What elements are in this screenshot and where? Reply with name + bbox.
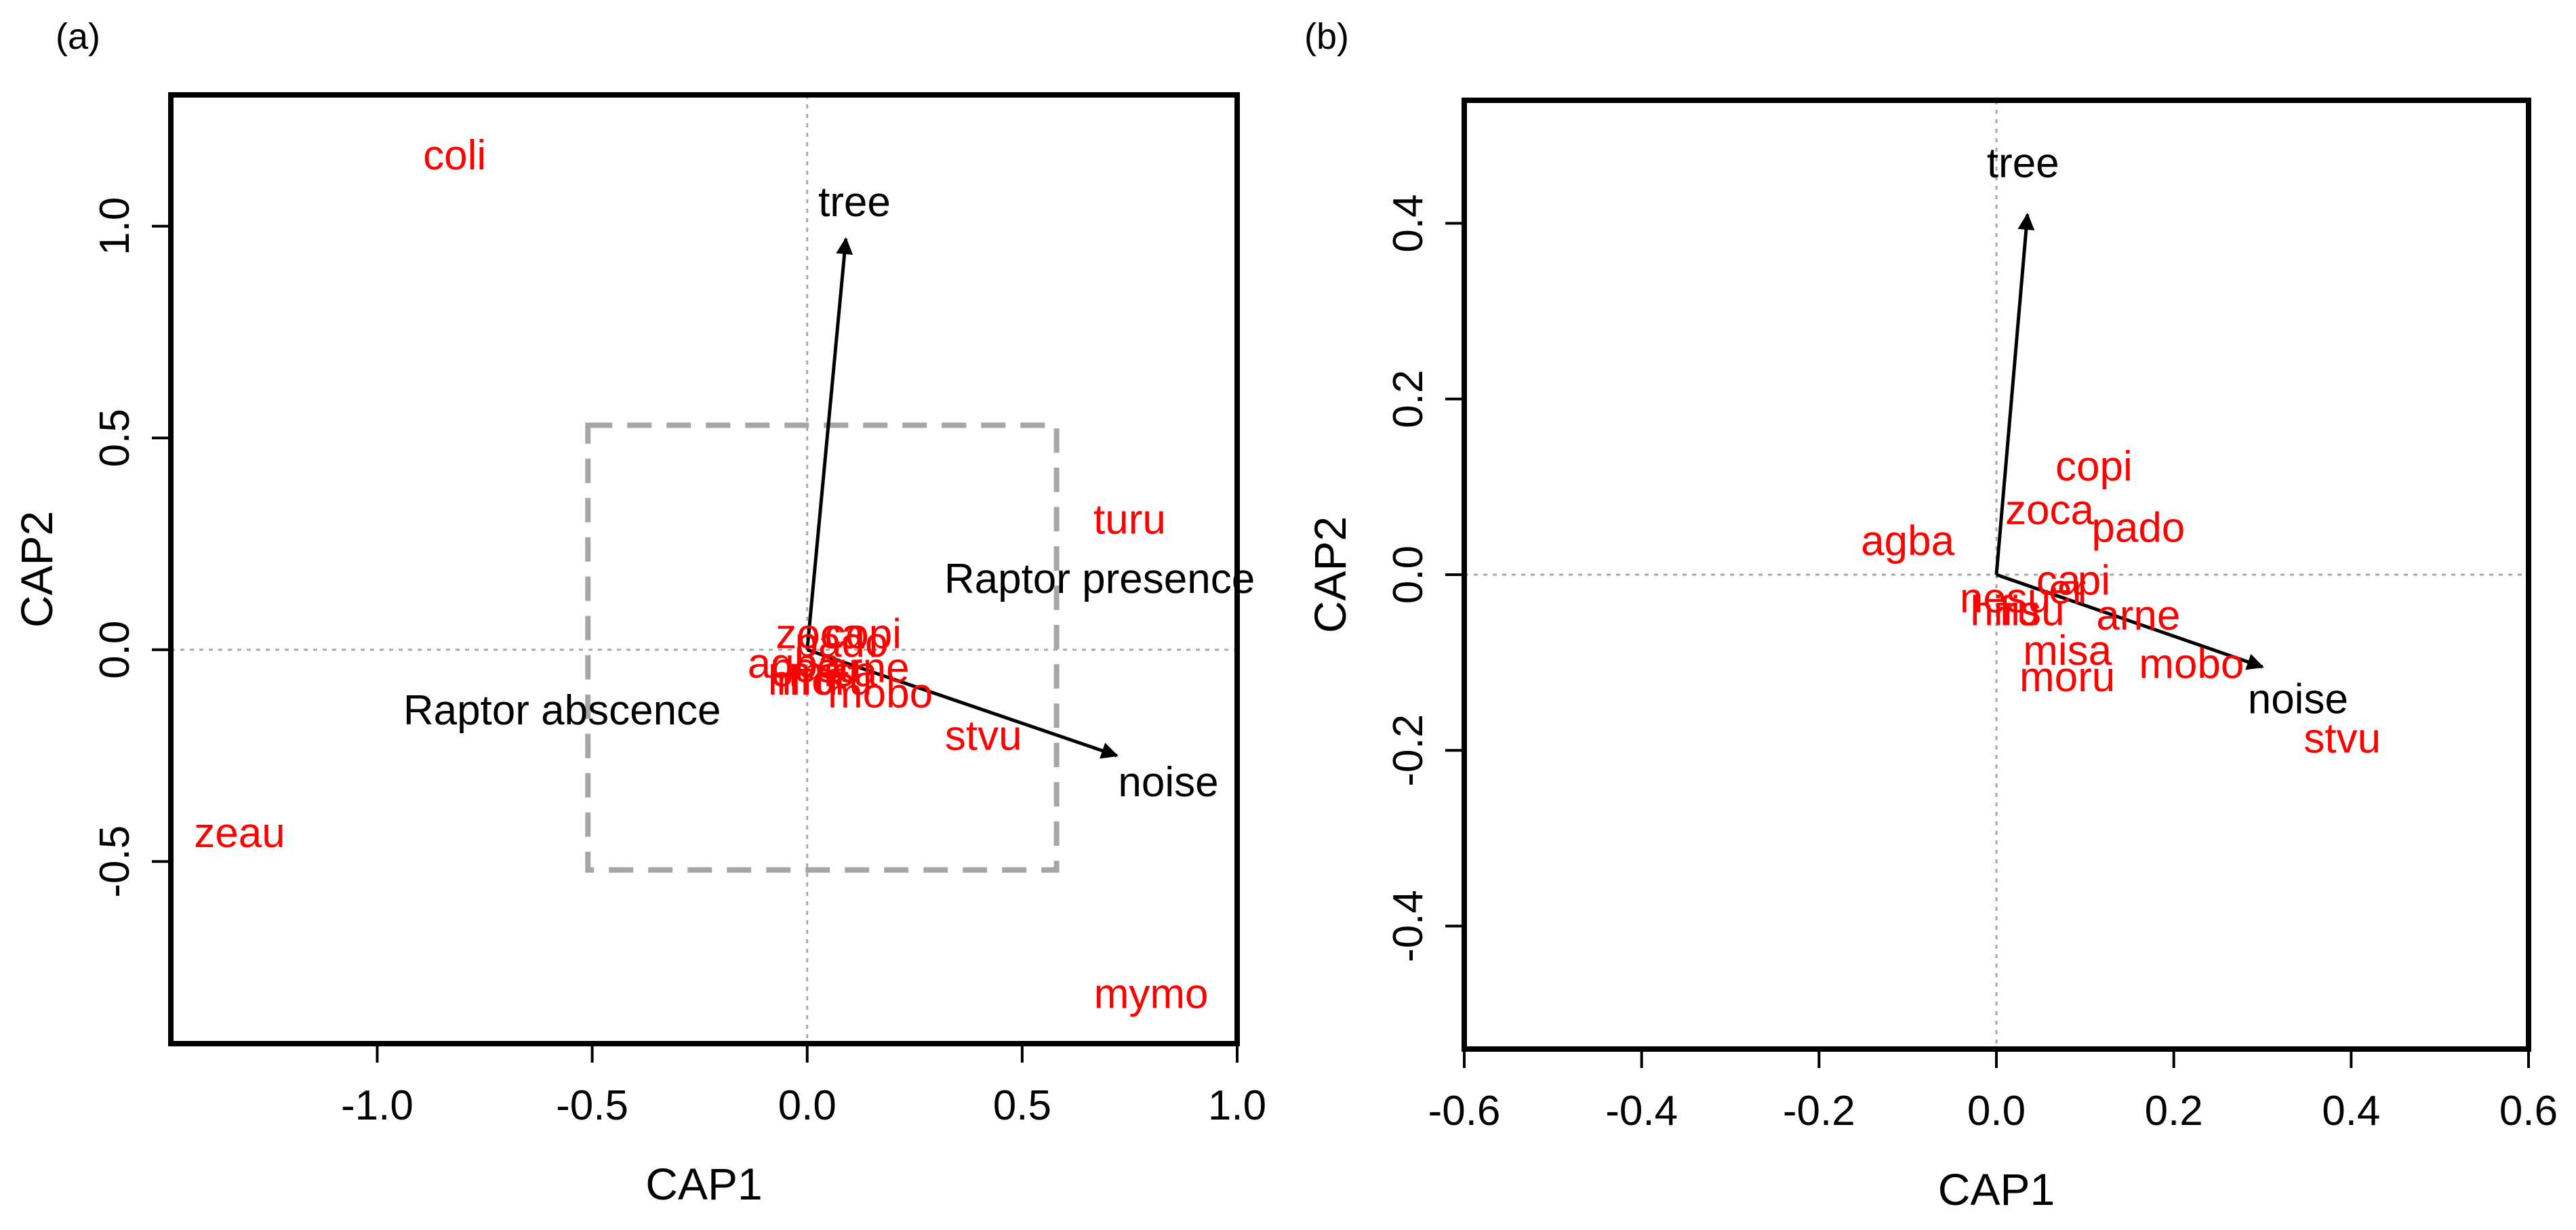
panel-b-x-tick-label: 0.2	[2145, 1088, 2203, 1134]
panel-a-species-copi: copi	[824, 611, 902, 657]
panel-b-x-tick-label: -0.2	[1783, 1088, 1855, 1134]
panel-b-x-tick-label: 0.4	[2322, 1088, 2380, 1134]
panel-a-species-stvu: stvu	[945, 712, 1022, 759]
panel-b-species-agba: agba	[1861, 518, 1954, 565]
panel-a-vectors: tree noise	[805, 179, 1219, 806]
panel-a-y-tick-label: -0.5	[92, 825, 138, 898]
panel-a-species-mymo: mymo	[1094, 971, 1209, 1018]
panel-b-species-fisu: fisu	[1999, 588, 2064, 635]
panel-b-species-ca: ca	[2036, 557, 2081, 604]
panel-b-x-tick-label: 0.6	[2499, 1088, 2558, 1134]
panel-b-species-pado: pado	[2091, 505, 2185, 552]
panel-a-species-pado: pado	[794, 619, 888, 666]
panel-b-x-tick-label: -0.4	[1605, 1088, 1678, 1134]
panel-a-species-hiru: hiru	[768, 657, 838, 704]
panel-b-vectors: tree noise	[1987, 140, 2348, 723]
panel-a-zoom-box	[585, 422, 1060, 873]
panel-a-y-axis-title: CAP2	[12, 511, 62, 628]
panel-b-species-er: er	[2049, 566, 2086, 613]
panel-a-y-tick-label: 1.0	[92, 197, 138, 255]
panel-b-species-mobo: mobo	[2139, 640, 2244, 687]
panel-a-zero-lines	[171, 95, 1237, 1044]
panel-b-species-arne: arne	[2096, 592, 2180, 639]
panel-b-x-tick-label: 0.0	[1967, 1088, 2026, 1134]
panel-a-vector-label-tree: tree	[818, 179, 891, 226]
panel-b-species-nesu: nesu	[1960, 575, 2051, 621]
panel-b-species-misa: misa	[2023, 628, 2112, 674]
panel-b-vector-tree	[1994, 213, 2035, 575]
panel-a-species-coli: coli	[423, 132, 486, 179]
panel-a-vector-tree	[805, 237, 853, 650]
panel-a-species-agba: agba	[748, 640, 841, 687]
panel-a-y-tick-label: 0.5	[92, 409, 138, 467]
panel-b-y-axis: -0.4 -0.2 0.0 0.2 0.4	[1385, 194, 1466, 962]
panel-a-annotation-1: Raptor abscence	[403, 687, 721, 734]
panel-a-label: (a)	[56, 16, 100, 57]
panel-a-species-misa: misa	[788, 649, 877, 696]
panel-a-x-tick-label: 0.5	[993, 1082, 1051, 1129]
panel-b-label: (b)	[1304, 16, 1349, 57]
panel-a-species-arne: arne	[825, 644, 909, 691]
panel-a-vector-label-noise: noise	[1118, 759, 1218, 806]
panel-b-vector-label-tree: tree	[1987, 140, 2059, 187]
panel-b-x-tick-label: -0.6	[1428, 1088, 1501, 1134]
panel-a-species-mobo: mobo	[828, 670, 933, 717]
panel-b-species-zoca: zoca	[2005, 487, 2094, 534]
panel-b-y-tick-label: 0.4	[1385, 194, 1432, 252]
panel-b-x-axis: -0.6 -0.4 -0.2 0.0 0.2 0.4 0.6	[1428, 1048, 2558, 1134]
panel-a-x-tick-label: -0.5	[556, 1082, 628, 1129]
panel-b-x-axis-title: CAP1	[1938, 1164, 2055, 1214]
panel-a-species-zeau: zeau	[194, 810, 285, 857]
panel-a-species-turu: turu	[1093, 497, 1166, 544]
panel-a-annotation-0: Raptor presence	[944, 556, 1255, 602]
panel-b-species-stvu: stvu	[2303, 716, 2381, 762]
panel-a-species-moru: moru	[776, 657, 872, 704]
panel-b-vector-label-noise: noise	[2248, 676, 2348, 722]
panel-a-species-labels: coli turu zeau mymo stvu zocacopipadoagbaarne…	[194, 132, 1208, 1018]
panel-b-species-hiru: hiru	[1970, 588, 2040, 635]
panel-a-species-nesu: nesu	[770, 644, 861, 691]
panel-b-vector-noise	[1996, 573, 2264, 670]
panel-a-x-tick-label: 0.0	[778, 1082, 837, 1129]
panel-a-x-tick-label: 1.0	[1208, 1082, 1266, 1129]
panel-a-x-axis: -1.0 -0.5 0.0 0.5 1.0	[341, 1042, 1266, 1129]
panel-b-species-pi: pi	[2078, 557, 2110, 604]
panel-b-species-copi: copi	[2055, 443, 2133, 490]
panel-a-species-zoca: zoca	[776, 611, 864, 657]
panel-b-y-tick-label: 0.2	[1385, 370, 1432, 428]
panel-b-y-tick-label: 0.0	[1385, 546, 1432, 604]
panel-a-x-tick-label: -1.0	[341, 1082, 414, 1129]
panel-b-y-tick-label: -0.4	[1385, 890, 1432, 962]
panel-a-vector-noise	[806, 648, 1119, 759]
panel-a-y-tick-label: 0.0	[92, 621, 138, 679]
panel-b-y-axis-title: CAP2	[1305, 516, 1355, 633]
panel-a-y-axis: -0.5 0.0 0.5 1.0	[92, 197, 172, 898]
panel-a-annotations: Raptor presence Raptor abscence	[403, 556, 1255, 734]
panel-a: (a) tree noise coli turu zeau mymo stvu zocaco…	[12, 16, 1266, 1209]
panel-b-species-moru: moru	[2019, 654, 2115, 701]
panel-a-x-axis-title: CAP1	[645, 1159, 762, 1209]
panel-b-y-tick-label: -0.2	[1385, 714, 1432, 787]
